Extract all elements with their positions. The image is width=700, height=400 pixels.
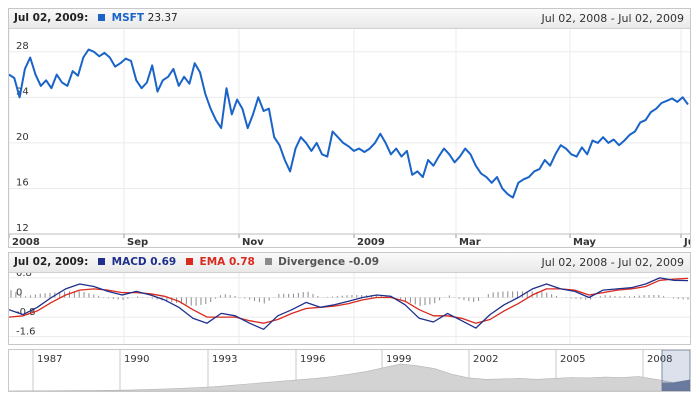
msft-swatch-icon: [97, 14, 105, 21]
msft-legend-value: 23.37: [147, 12, 178, 24]
price-plot-area: [9, 29, 690, 247]
price-x-tick-label: 2009: [357, 237, 385, 247]
price-legend: Jul 02, 2009: MSFT 23.37: [14, 12, 178, 24]
msft-legend-label: MSFT: [111, 12, 144, 24]
navigator-area: [9, 363, 690, 391]
macd-y-tick-label: 0: [16, 287, 22, 298]
macd-plot-area: [9, 273, 690, 344]
price-x-tick-label: Ju: [683, 237, 690, 247]
macd-panel-header: Jul 02, 2009: MACD 0.69 EMA 0.78 Diverge…: [9, 253, 690, 273]
navigator-year-label: 2008: [647, 354, 672, 365]
navigator-year-label: 1993: [212, 354, 237, 365]
macd-panel: Jul 02, 2009: MACD 0.69 EMA 0.78 Diverge…: [8, 252, 691, 345]
ema-legend-label: EMA: [199, 256, 226, 268]
navigator-year-label: 2002: [473, 354, 498, 365]
price-panel-header: Jul 02, 2009: MSFT 23.37 Jul 02, 2008 - …: [9, 9, 690, 29]
price-y-tick-label: 28: [16, 41, 29, 52]
macd-header-date: Jul 02, 2009:: [14, 256, 89, 268]
macd-y-tick-label: 0.8: [16, 273, 32, 279]
macd-line: [9, 277, 689, 330]
price-x-tick-label: May: [573, 237, 596, 247]
ema-line: [9, 277, 689, 324]
ema-swatch-icon: [185, 258, 193, 265]
price-header-date: Jul 02, 2009:: [14, 12, 89, 24]
macd-swatch-icon: [97, 258, 105, 265]
msft-price-line: [9, 48, 689, 199]
navigator-selected-area: [662, 379, 690, 391]
navigator-chart[interactable]: 1987 1990 1993 1996 1999 2002 2005 2008: [9, 350, 690, 391]
divergence-swatch-icon: [264, 258, 272, 265]
price-y-tick-label: 16: [16, 177, 29, 188]
navigator-year-label: 1999: [386, 354, 411, 365]
navigator-panel[interactable]: 1987 1990 1993 1996 1999 2002 2005 2008: [8, 349, 691, 392]
macd-chart[interactable]: 0.80-0.8-1.6: [9, 273, 690, 344]
macd-legend-value: 0.69: [150, 256, 177, 268]
macd-range-text: Jul 02, 2008 - Jul 02, 2009: [541, 256, 684, 269]
price-panel: Jul 02, 2009: MSFT 23.37 Jul 02, 2008 - …: [8, 8, 691, 248]
price-y-tick-label: 12: [16, 223, 29, 234]
divergence-legend-label: Divergence: [278, 256, 346, 268]
price-x-tick-label: Mar: [459, 237, 481, 247]
price-chart[interactable]: 28 24 20 16 12 2008 Sep Nov 2009 Mar May Ju: [9, 29, 690, 247]
macd-legend-label: MACD: [111, 256, 147, 268]
macd-legend: Jul 02, 2009: MACD 0.69 EMA 0.78 Diverge…: [14, 256, 379, 268]
navigator-year-label: 2005: [560, 354, 585, 365]
price-x-tick-label: 2008: [12, 237, 40, 247]
price-range-text: Jul 02, 2008 - Jul 02, 2009: [541, 12, 684, 25]
price-y-tick-label: 24: [16, 86, 29, 97]
macd-y-tick-label: -1.6: [16, 327, 36, 338]
price-y-tick-label: 20: [16, 132, 29, 143]
price-x-tick-label: Sep: [127, 237, 148, 247]
divergence-legend-value: -0.09: [348, 256, 380, 268]
ema-legend-value: 0.78: [228, 256, 255, 268]
price-x-tick-label: Nov: [242, 237, 264, 247]
navigator-year-label: 1996: [300, 354, 325, 365]
navigator-year-label: 1987: [37, 354, 62, 365]
navigator-year-label: 1990: [124, 354, 149, 365]
